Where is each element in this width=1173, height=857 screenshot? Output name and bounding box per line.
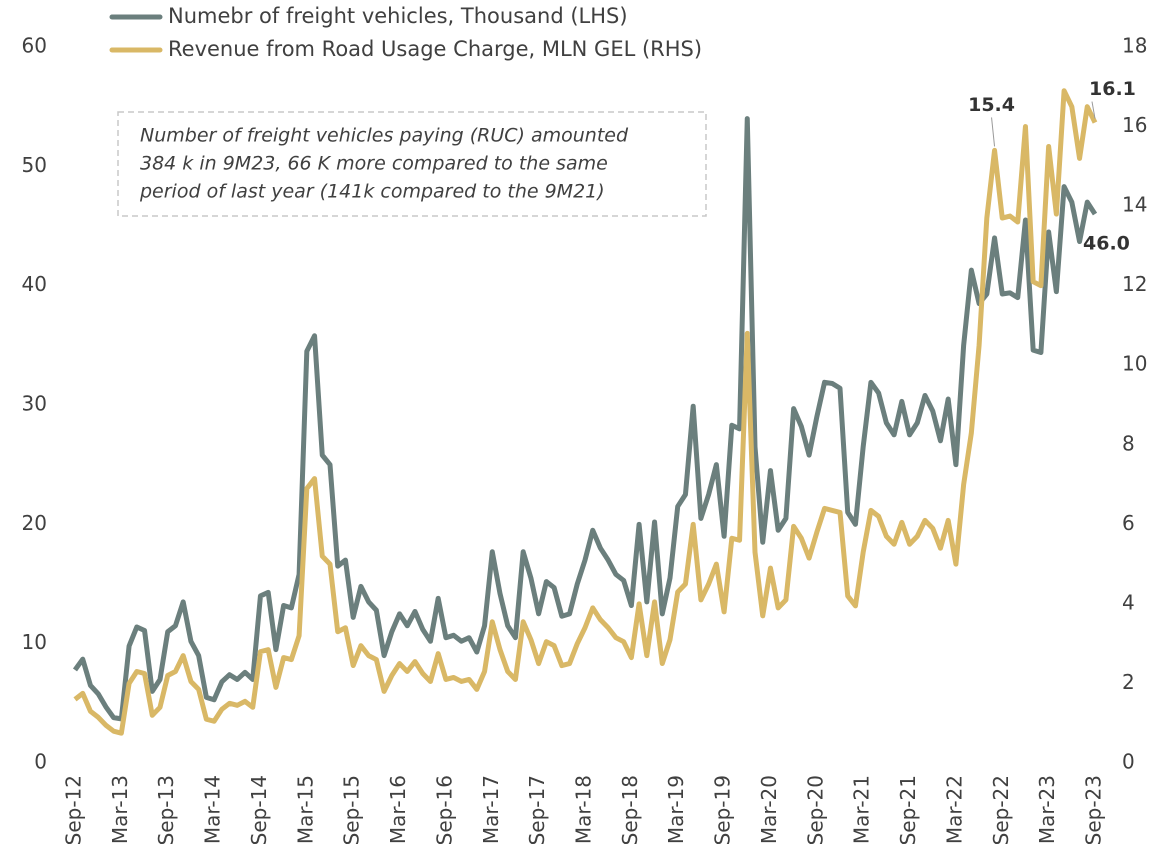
x-tick-label: Sep-22 [989, 775, 1013, 845]
x-tick-label: Sep-12 [62, 775, 86, 845]
x-tick-label: Sep-16 [432, 775, 456, 845]
series-line [72, 116, 1098, 722]
x-tick-label: Sep-20 [803, 775, 827, 845]
y2-tick-label: 12 [1122, 272, 1147, 296]
y-tick-label: 0 [34, 750, 47, 774]
x-tick-label: Sep-23 [1082, 775, 1106, 845]
x-tick-label: Sep-15 [340, 775, 364, 845]
x-tick-label: Sep-17 [525, 775, 549, 845]
x-tick-label: Mar-18 [572, 775, 596, 844]
annotation-line: Number of freight vehicles paying (RUC) … [140, 125, 629, 147]
y2-tick-label: 8 [1122, 431, 1135, 455]
y-tick-label: 30 [22, 392, 47, 416]
label-leader [991, 117, 996, 147]
x-tick-label: Sep-13 [154, 775, 178, 845]
x-tick-label: Sep-14 [247, 775, 271, 845]
x-tick-label: Mar-13 [108, 775, 132, 844]
annotation-line: period of last year (141k compared to th… [139, 181, 605, 203]
y2-tick-label: 4 [1122, 590, 1135, 614]
x-tick-label: Mar-15 [293, 775, 317, 844]
y-tick-label: 40 [22, 272, 47, 296]
x-tick-label: Mar-21 [850, 775, 874, 844]
y-tick-label: 10 [22, 630, 47, 654]
x-tick-label: Mar-16 [386, 775, 410, 844]
y-tick-label: 20 [22, 511, 47, 535]
y2-tick-label: 10 [1122, 352, 1147, 376]
annotation-line: 384 k in 9M23, 66 K more compared to the… [140, 153, 608, 175]
x-tick-label: Mar-17 [479, 775, 503, 844]
y-tick-label: 60 [22, 34, 47, 58]
x-tick-label: Mar-23 [1035, 775, 1059, 844]
data-label: 16.1 [1089, 78, 1136, 100]
data-label: 15.4 [968, 94, 1015, 116]
x-tick-label: Sep-21 [896, 775, 920, 845]
annotation-box [117, 111, 707, 217]
y2-tick-label: 14 [1122, 193, 1147, 217]
legend-label: Revenue from Road Usage Charge, MLN GEL … [168, 37, 702, 61]
x-tick-label: Mar-19 [664, 775, 688, 844]
y2-tick-label: 16 [1122, 113, 1147, 137]
x-tick-label: Mar-14 [201, 775, 225, 844]
data-label: 46.0 [1083, 233, 1130, 255]
label-leader [1091, 101, 1096, 119]
x-tick-label: Sep-18 [618, 775, 642, 845]
y2-tick-label: 0 [1122, 750, 1135, 774]
y-tick-label: 50 [22, 153, 47, 177]
series-line [73, 88, 1098, 736]
y2-tick-label: 6 [1122, 511, 1135, 535]
x-tick-label: Mar-20 [757, 775, 781, 844]
legend-label: Numebr of freight vehicles, Thousand (LH… [168, 4, 628, 28]
x-tick-label: Sep-19 [711, 775, 735, 845]
y2-tick-label: 18 [1122, 34, 1147, 58]
y2-tick-label: 2 [1122, 670, 1135, 694]
x-tick-label: Mar-22 [942, 775, 966, 844]
